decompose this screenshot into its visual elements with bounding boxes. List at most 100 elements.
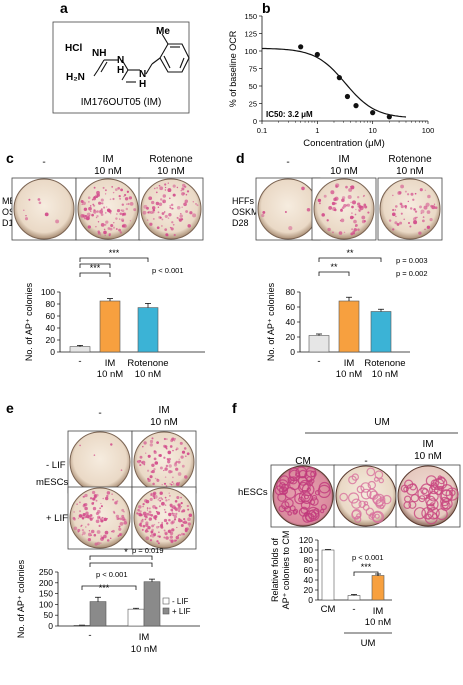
- ap-colony: [392, 228, 395, 231]
- ap-colony: [151, 437, 154, 440]
- hesc-colony: [440, 484, 453, 497]
- c-dish-row: [11, 177, 204, 241]
- ap-colony: [100, 208, 103, 211]
- f-dish: [272, 465, 334, 527]
- ap-colony: [141, 460, 146, 465]
- f-xum: UM: [361, 638, 376, 649]
- ap-colony: [157, 211, 160, 214]
- h1-label: H: [117, 65, 124, 76]
- ap-colony: [172, 193, 176, 197]
- ap-colony: [94, 194, 99, 199]
- ap-colony: [91, 199, 94, 201]
- panel-b: b % of baseline OCR Concentration (μM) 0…: [228, 0, 434, 149]
- ap-colony: [138, 505, 142, 509]
- ap-colony: [161, 501, 165, 506]
- ap-colony: [164, 467, 168, 471]
- ap-colony: [348, 188, 353, 192]
- ap-colony: [119, 212, 123, 216]
- e-xt1b: 10 nM: [131, 644, 157, 655]
- ap-colony: [162, 201, 165, 203]
- ap-colony: [119, 517, 123, 521]
- ap-colony: [154, 514, 158, 519]
- ap-colony: [142, 505, 144, 508]
- f-dish-row: [270, 464, 461, 528]
- ap-colony: [334, 208, 337, 212]
- ap-colony: [112, 197, 115, 201]
- hcl-label: HCl: [65, 43, 82, 54]
- ap-colony: [185, 521, 188, 524]
- ytick-label: 60: [304, 565, 314, 575]
- ap-colony: [145, 452, 147, 454]
- panel-a-label: a: [60, 0, 68, 16]
- ap-colony: [422, 219, 425, 223]
- ap-colony: [129, 220, 132, 222]
- ap-colony: [261, 213, 265, 218]
- ap-colony: [164, 214, 168, 218]
- ap-colony: [141, 518, 144, 521]
- ap-colony: [156, 478, 160, 482]
- hesc-colony: [373, 493, 386, 507]
- hesc-colony: [373, 476, 379, 482]
- ap-colony: [91, 490, 96, 495]
- hesc-colony: [298, 469, 308, 479]
- ap-colony: [163, 469, 165, 472]
- ap-colony: [163, 437, 166, 441]
- ap-colony: [351, 212, 353, 214]
- ap-colony: [157, 542, 160, 545]
- ap-colony: [127, 202, 130, 206]
- ap-colony: [156, 525, 159, 529]
- ap-colony: [106, 539, 110, 542]
- ap-colony: [38, 201, 42, 205]
- ap-colony: [410, 192, 414, 196]
- hesc-colony: [305, 510, 317, 522]
- ap-colony: [100, 502, 102, 505]
- ap-colony: [352, 200, 356, 205]
- ap-colony: [331, 201, 336, 206]
- ap-colony: [156, 511, 161, 515]
- ap-colony: [124, 193, 127, 197]
- ytick-label: 40: [286, 317, 296, 327]
- ap-colony: [124, 197, 129, 201]
- ap-colony: [83, 217, 87, 220]
- ap-colony: [100, 542, 102, 544]
- ytick-label: 100: [299, 545, 313, 555]
- ap-colony: [168, 492, 170, 494]
- ap-colony: [159, 466, 163, 470]
- f-pvalue: p < 0.001: [352, 553, 384, 562]
- d-col2b: 10 nM: [396, 166, 424, 177]
- ap-colony: [109, 537, 112, 539]
- ap-colony: [158, 535, 161, 538]
- ap-colony: [177, 506, 181, 510]
- ap-colony: [113, 222, 115, 224]
- hesc-colony: [317, 484, 331, 498]
- ap-colony: [103, 206, 106, 209]
- ytick-label: 20: [286, 332, 296, 342]
- ap-colony: [161, 484, 163, 486]
- ap-colony: [153, 496, 155, 499]
- hesc-colony: [348, 492, 360, 504]
- ap-colony: [87, 225, 91, 229]
- ap-colony: [111, 493, 113, 495]
- ap-colony: [143, 514, 147, 518]
- ytick-label: 20: [304, 585, 314, 595]
- ap-colony: [343, 231, 346, 234]
- ap-colony: [142, 210, 147, 215]
- ap-colony: [168, 464, 172, 468]
- e-pA: p = 0.019: [132, 546, 164, 555]
- ap-colony: [426, 210, 431, 214]
- d-row2: OSKM: [232, 207, 259, 217]
- ap-colony: [171, 510, 174, 512]
- ap-colony: [334, 196, 339, 201]
- ap-colony: [118, 194, 121, 198]
- ap-colony: [182, 509, 186, 513]
- ap-colony: [175, 512, 178, 516]
- ap-colony: [362, 205, 365, 208]
- ap-colony: [126, 203, 128, 205]
- ap-colony: [116, 517, 120, 521]
- ap-colony: [170, 227, 174, 231]
- ytick-label: 100: [41, 287, 55, 297]
- hesc-colony: [374, 470, 384, 480]
- hesc-colony: [314, 490, 321, 496]
- e-dish: [133, 487, 195, 549]
- hesc-colony: [348, 475, 357, 485]
